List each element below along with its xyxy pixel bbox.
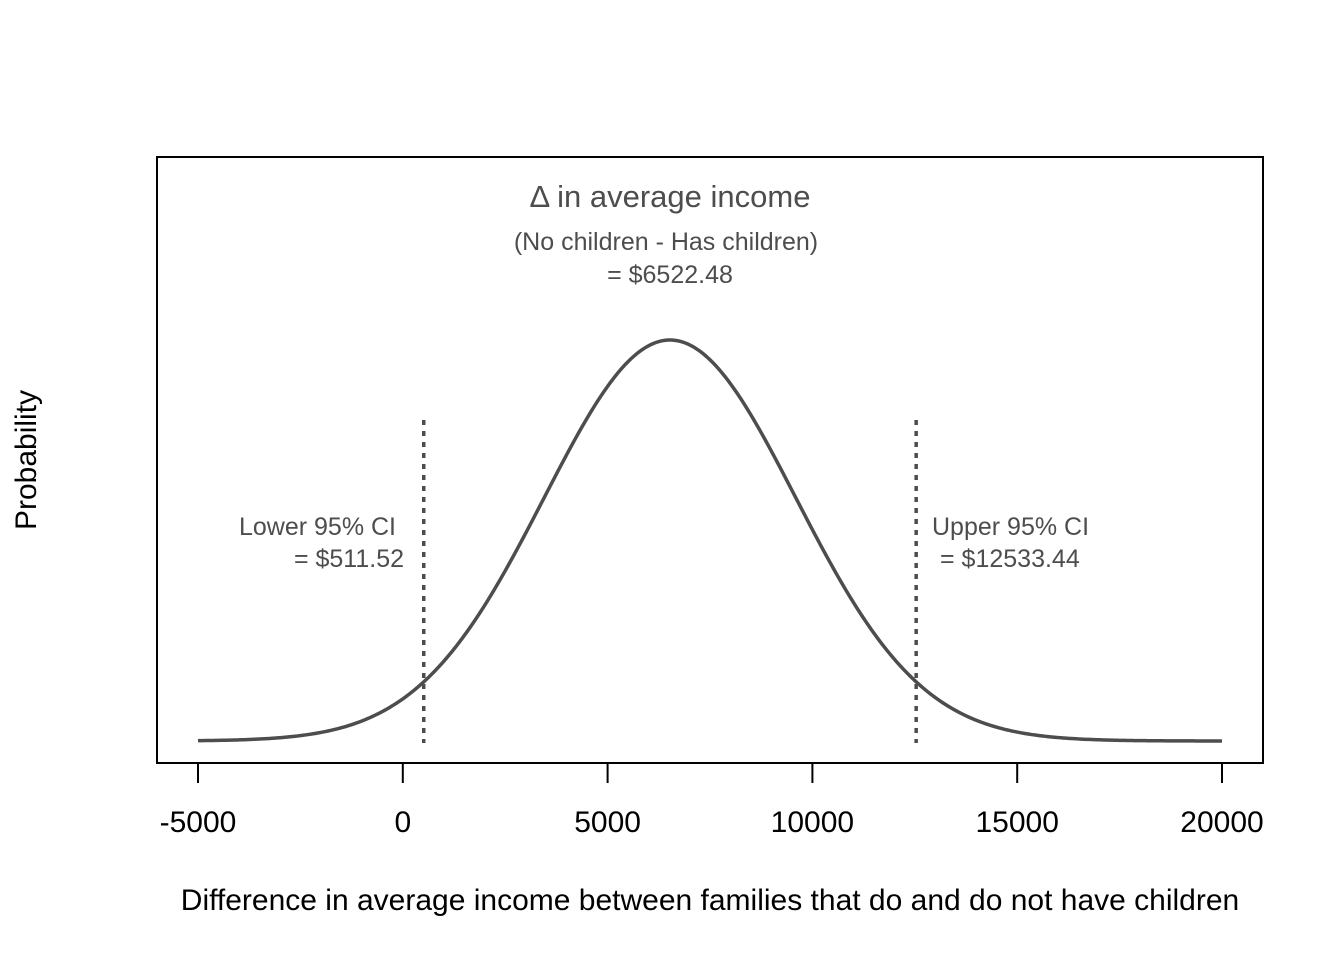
y-axis-title: Probability (10, 390, 43, 530)
center-annotation-line2: = $6522.48 (607, 261, 733, 289)
lower-ci-value: = $511.52 (294, 545, 404, 573)
plot-frame (156, 156, 1264, 764)
upper-ci-value: = $12533.44 (940, 545, 1080, 573)
x-axis-title: Difference in average income between fam… (181, 884, 1239, 917)
x-tick-label: -5000 (160, 806, 237, 839)
x-tick-label: 10000 (771, 806, 854, 839)
upper-ci-label: Upper 95% CI (932, 513, 1089, 541)
center-annotation-title: Δ in average income (530, 179, 811, 214)
density-curve (197, 338, 1222, 743)
x-tick-label: 15000 (975, 806, 1058, 839)
x-tick-label: 20000 (1180, 806, 1263, 839)
x-axis: -5000 0 5000 10000 15000 20000 (160, 763, 1264, 839)
center-annotation-line1: (No children - Has children) (514, 228, 818, 256)
x-tick-label: 0 (394, 806, 411, 839)
lower-ci-label: Lower 95% CI (239, 513, 396, 541)
x-tick-label: 5000 (574, 806, 641, 839)
